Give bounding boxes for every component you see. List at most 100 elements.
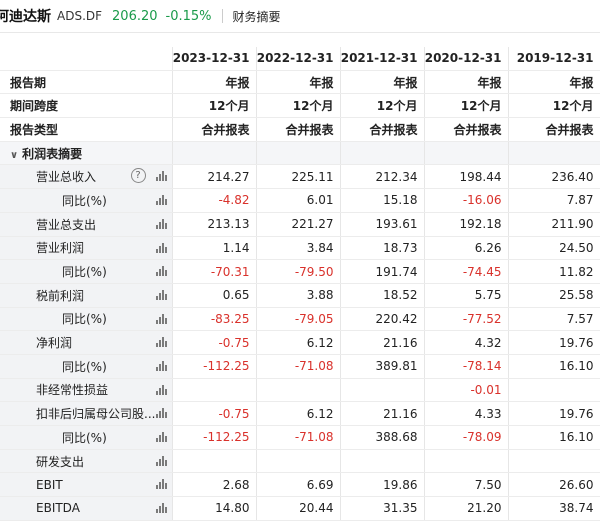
table-row[interactable]: 扣非后归属母公司股... -0.75 6.12 21.16 4.33 19.76: [0, 401, 600, 426]
table-row[interactable]: 营业利润 1.14 3.84 18.73 6.26 24.50: [0, 236, 600, 261]
bar-chart-icon[interactable]: [155, 218, 168, 229]
section-toggle[interactable]: ∨ 利润表摘要: [0, 141, 173, 166]
section-cell: [256, 141, 341, 166]
value-cell: -0.75: [172, 401, 257, 426]
table-row[interactable]: 非经常性损益 -0.01: [0, 378, 600, 403]
value-cell: 21.16: [340, 330, 425, 355]
row-label: 研发支出: [36, 454, 85, 469]
row-label: 报告期: [0, 70, 173, 95]
bar-chart-icon[interactable]: [155, 195, 168, 206]
column-header[interactable]: 2023-12-31: [172, 47, 257, 71]
bar-chart-icon[interactable]: [155, 360, 168, 371]
table-row[interactable]: 同比(%) -83.25 -79.05 220.42 -77.52 7.57: [0, 307, 600, 332]
value-cell: -112.25: [172, 425, 257, 450]
table-row[interactable]: 同比(%) -4.82 6.01 15.18 -16.06 7.87: [0, 188, 600, 213]
value-cell: 389.81: [340, 354, 425, 379]
row-label: EBITDA: [36, 501, 80, 516]
value-cell: 18.52: [340, 283, 425, 308]
row-label: 同比(%): [62, 430, 107, 445]
meta-value: 12个月: [340, 93, 425, 119]
bar-chart-icon[interactable]: [155, 242, 168, 253]
value-cell: 388.68: [340, 425, 425, 450]
column-header-row: 2023-12-31 2022-12-31 2021-12-31 2020-12-31…: [0, 47, 600, 71]
stock-name: 阿迪达斯: [0, 9, 51, 25]
bar-chart-icon[interactable]: [155, 455, 168, 466]
row-label: 报告类型: [0, 117, 173, 142]
bar-chart-icon[interactable]: [155, 479, 168, 490]
table-row[interactable]: EBITDA 14.80 20.44 31.35 21.20 38.74: [0, 496, 600, 521]
value-cell: 4.33: [424, 401, 509, 426]
meta-value: 年报: [424, 70, 509, 95]
table-row[interactable]: 研发支出: [0, 449, 600, 474]
column-header[interactable]: 2019-12-31: [508, 47, 600, 71]
header-divider: [221, 9, 223, 23]
table-row[interactable]: 营业总收入? 214.27 225.11 212.34 198.44 236.40: [0, 164, 600, 190]
stock-code: ADS.DF: [57, 9, 103, 23]
row-label: 同比(%): [62, 312, 107, 327]
value-cell: 236.40: [508, 164, 600, 190]
table-row[interactable]: 同比(%) -112.25 -71.08 389.81 -78.14 16.10: [0, 354, 600, 379]
value-cell: -16.06: [424, 188, 509, 213]
value-cell: -78.14: [424, 354, 509, 379]
value-cell: 16.10: [508, 425, 600, 450]
meta-value: 合并报表: [340, 117, 425, 142]
row-label-cell: 税前利润: [0, 283, 173, 308]
section-row[interactable]: ∨ 利润表摘要: [0, 141, 600, 166]
table-row[interactable]: 同比(%) -70.31 -79.50 191.74 -74.45 11.82: [0, 259, 600, 284]
value-cell: [172, 449, 257, 474]
question-circle-icon[interactable]: ?: [130, 168, 146, 184]
section-cell: [172, 141, 257, 166]
stock-header: 阿迪达斯 ADS.DF 206.20 -0.15% 财务摘要: [0, 0, 600, 33]
column-header[interactable]: 2021-12-31: [340, 47, 425, 71]
value-cell: 11.82: [508, 259, 600, 284]
table-row[interactable]: 净利润 -0.75 6.12 21.16 4.32 19.76: [0, 330, 600, 355]
bar-chart-icon[interactable]: [155, 289, 168, 300]
value-cell: 198.44: [424, 164, 509, 190]
value-cell: -4.82: [172, 188, 257, 213]
row-label: 非经常性损益: [36, 383, 109, 398]
table-row[interactable]: 税前利润 0.65 3.88 18.52 5.75 25.58: [0, 283, 600, 308]
table-row[interactable]: EBIT 2.68 6.69 19.86 7.50 26.60: [0, 472, 600, 498]
row-label-cell: 营业总收入?: [0, 164, 173, 190]
row-label-cell: 同比(%): [0, 307, 173, 332]
value-cell: -70.31: [172, 259, 257, 284]
bar-chart-icon[interactable]: [155, 171, 168, 182]
bar-chart-icon[interactable]: [155, 503, 168, 514]
meta-row: 报告类型 合并报表 合并报表 合并报表 合并报表 合并报表: [0, 117, 600, 142]
tab-financial-summary[interactable]: 财务摘要: [232, 9, 281, 24]
column-header[interactable]: 2020-12-31: [424, 47, 509, 71]
meta-value: 年报: [508, 70, 600, 95]
value-cell: -78.09: [424, 425, 509, 450]
value-cell: [256, 378, 341, 403]
meta-value: 合并报表: [256, 117, 341, 142]
row-label: 营业总支出: [36, 217, 97, 232]
bar-chart-icon[interactable]: [155, 266, 168, 277]
row-label: 扣非后归属母公司股...: [36, 407, 156, 422]
value-cell: -0.75: [172, 330, 257, 355]
value-cell: 7.87: [508, 188, 600, 213]
row-label-cell: 同比(%): [0, 425, 173, 450]
chevron-down-icon[interactable]: ∨: [10, 149, 19, 161]
bar-chart-icon[interactable]: [155, 432, 168, 442]
value-cell: [424, 449, 509, 474]
row-label: 同比(%): [62, 193, 107, 208]
value-cell: 6.69: [256, 472, 341, 498]
meta-value: 合并报表: [424, 117, 509, 142]
column-header[interactable]: 2022-12-31: [256, 47, 341, 71]
row-label-cell: EBIT: [0, 472, 173, 498]
value-cell: 26.60: [508, 472, 600, 498]
value-cell: 4.32: [424, 330, 509, 355]
row-label-cell: 营业总支出: [0, 212, 173, 237]
table-row[interactable]: 同比(%) -112.25 -71.08 388.68 -78.09 16.10: [0, 425, 600, 450]
bar-chart-icon[interactable]: [155, 337, 168, 348]
meta-value: 合并报表: [508, 117, 600, 142]
bar-chart-icon[interactable]: [155, 408, 168, 419]
row-label-cell: 营业利润: [0, 236, 173, 261]
meta-value: 合并报表: [172, 117, 257, 142]
section-cell: [508, 141, 600, 166]
bar-chart-icon[interactable]: [155, 384, 168, 395]
table-row[interactable]: 营业总支出 213.13 221.27 193.61 192.18 211.90: [0, 212, 600, 237]
bar-chart-icon[interactable]: [155, 313, 168, 324]
value-cell: [508, 378, 600, 403]
value-cell: 24.50: [508, 236, 600, 261]
